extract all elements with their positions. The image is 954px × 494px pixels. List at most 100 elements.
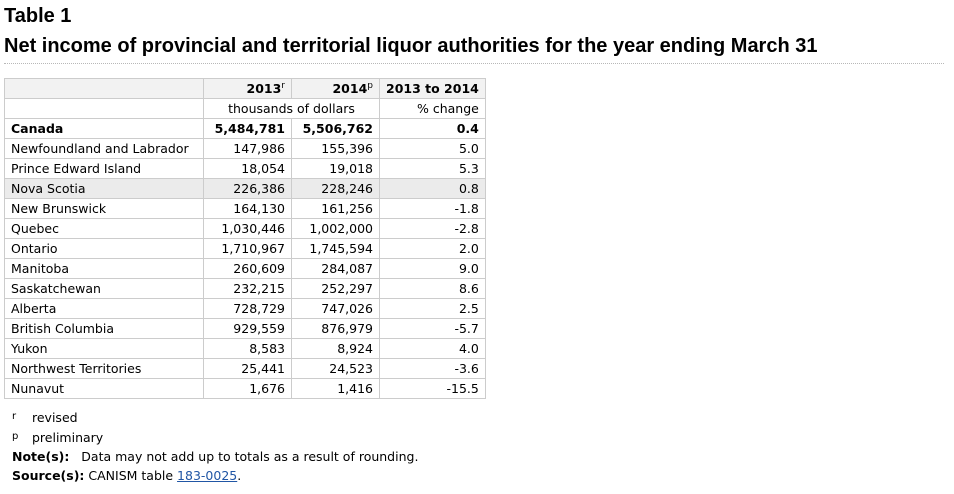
note-text: Data may not add up to totals as a resul… (81, 449, 419, 464)
value-2013: 929,559 (203, 318, 292, 339)
value-2013: 164,130 (203, 198, 292, 219)
value-change: 0.8 (379, 178, 486, 199)
units-row: thousands of dollars % change (4, 98, 486, 119)
value-change: 0.4 (379, 118, 486, 139)
value-change: -2.8 (379, 218, 486, 239)
row-name: Alberta (4, 298, 204, 319)
col-header-change: 2013 to 2014 (379, 78, 486, 99)
table-body: Canada 5,484,781 5,506,762 0.4 Newfoundland … (4, 118, 486, 399)
footnote-preliminary-text: preliminary (32, 430, 104, 445)
value-2014: 24,523 (291, 358, 380, 379)
value-2014: 5,506,762 (291, 118, 380, 139)
value-2013: 260,609 (203, 258, 292, 279)
value-2014: 747,026 (291, 298, 380, 319)
value-change: 8.6 (379, 278, 486, 299)
value-change: -15.5 (379, 378, 486, 399)
units-stub (4, 98, 204, 119)
value-change: 5.0 (379, 138, 486, 159)
value-change: 2.5 (379, 298, 486, 319)
value-2013: 1,030,446 (203, 218, 292, 239)
value-2013: 728,729 (203, 298, 292, 319)
row-name: Yukon (4, 338, 204, 359)
footnote-preliminary: p preliminary (12, 427, 948, 447)
source-suffix: . (237, 468, 242, 483)
table-row: New Brunswick 164,130 161,256 -1.8 (4, 198, 486, 219)
footnote-revised: r revised (12, 407, 948, 427)
table-row: Quebec 1,030,446 1,002,000 -2.8 (4, 218, 486, 239)
value-change: -5.7 (379, 318, 486, 339)
value-2013: 1,710,967 (203, 238, 292, 259)
value-change: -1.8 (379, 198, 486, 219)
value-2014: 1,002,000 (291, 218, 380, 239)
value-2014: 1,416 (291, 378, 380, 399)
row-name: Saskatchewan (4, 278, 204, 299)
row-name: New Brunswick (4, 198, 204, 219)
value-2013: 8,583 (203, 338, 292, 359)
row-name: Canada (4, 118, 204, 139)
value-change: 2.0 (379, 238, 486, 259)
value-2013: 25,441 (203, 358, 292, 379)
source-label: Source(s): (12, 468, 85, 483)
row-name: British Columbia (4, 318, 204, 339)
value-2014: 1,745,594 (291, 238, 380, 259)
footnote-revised-mark: r (12, 411, 17, 422)
table-row: Canada 5,484,781 5,506,762 0.4 (4, 118, 486, 139)
footnote-revised-text: revised (32, 410, 78, 425)
row-name: Ontario (4, 238, 204, 259)
value-2013: 1,676 (203, 378, 292, 399)
value-2014: 155,396 (291, 138, 380, 159)
value-2014: 284,087 (291, 258, 380, 279)
value-2014: 876,979 (291, 318, 380, 339)
table-row: Northwest Territories 25,441 24,523 -3.6 (4, 358, 486, 379)
value-change: 5.3 (379, 158, 486, 179)
value-2014: 19,018 (291, 158, 380, 179)
table-row: Newfoundland and Labrador 147,986 155,396 5… (4, 138, 486, 159)
col-header-2013: 2013r (203, 78, 292, 99)
row-name: Manitoba (4, 258, 204, 279)
table-row: Prince Edward Island 18,054 19,018 5.3 (4, 158, 486, 179)
value-2014: 252,297 (291, 278, 380, 299)
table-row: Ontario 1,710,967 1,745,594 2.0 (4, 238, 486, 259)
table-row: Saskatchewan 232,215 252,297 8.6 (4, 278, 486, 299)
preliminary-flag: p (367, 81, 373, 91)
row-name: Quebec (4, 218, 204, 239)
row-name: Newfoundland and Labrador (4, 138, 204, 159)
units-change: % change (379, 98, 486, 119)
value-2013: 147,986 (203, 138, 292, 159)
col-header-2014: 2014p (291, 78, 380, 99)
row-name: Northwest Territories (4, 358, 204, 379)
table-label: Table 1 (4, 5, 72, 27)
table-title: Net income of provincial and territorial… (4, 35, 818, 57)
value-2013: 5,484,781 (203, 118, 292, 139)
source-table-link[interactable]: 183-0025 (177, 468, 238, 483)
col-header-2014-year: 2014 (332, 81, 368, 96)
table-row: Yukon 8,583 8,924 4.0 (4, 338, 486, 359)
footnote-preliminary-mark: p (12, 431, 19, 442)
value-2014: 228,246 (291, 178, 380, 199)
row-name: Prince Edward Island (4, 158, 204, 179)
stub-header (4, 78, 204, 99)
source-prefix: CANISM table (88, 468, 174, 483)
title-divider (4, 63, 944, 64)
row-name: Nova Scotia (4, 178, 204, 199)
footnotes: r revised p preliminary Note(s): Data may … (4, 407, 948, 485)
value-change: 9.0 (379, 258, 486, 279)
value-change: -3.6 (379, 358, 486, 379)
footnote-note: Note(s): Data may not add up to totals a… (12, 447, 948, 466)
footnote-source: Source(s): CANISM table 183-0025. (12, 466, 948, 485)
column-header-row: 2013r 2014p 2013 to 2014 (4, 78, 486, 99)
net-income-table: 2013r 2014p 2013 to 2014 thousands of do… (4, 78, 486, 399)
table-row: British Columbia 929,559 876,979 -5.7 (4, 318, 486, 339)
table-row: Nunavut 1,676 1,416 -15.5 (4, 378, 486, 399)
note-label: Note(s): (12, 449, 70, 464)
row-name: Nunavut (4, 378, 204, 399)
value-change: 4.0 (379, 338, 486, 359)
table-row: Alberta 728,729 747,026 2.5 (4, 298, 486, 319)
revised-flag: r (281, 81, 285, 91)
value-2014: 8,924 (291, 338, 380, 359)
table-row: Nova Scotia 226,386 228,246 0.8 (4, 178, 486, 199)
value-2013: 232,215 (203, 278, 292, 299)
col-header-2013-year: 2013 (246, 81, 282, 96)
value-2013: 226,386 (203, 178, 292, 199)
